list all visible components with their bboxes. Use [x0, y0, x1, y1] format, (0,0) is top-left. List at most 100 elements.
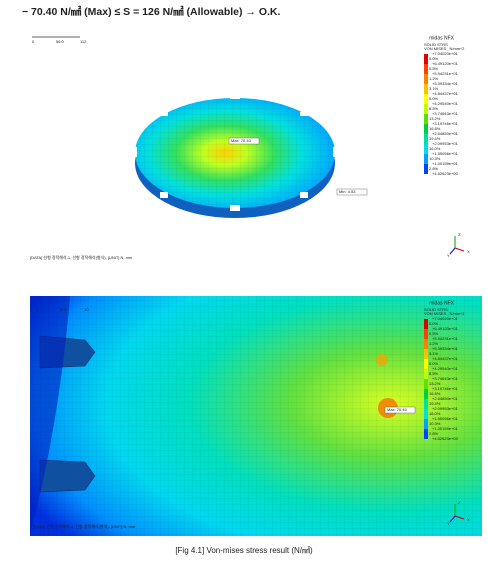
legend-value: +2.64850e+01 — [432, 396, 459, 401]
legend-percent: 19.4% — [429, 401, 441, 406]
axis-triad: X Y Z — [447, 232, 470, 258]
legend-swatch — [424, 154, 428, 164]
axis-y — [449, 247, 456, 255]
legend-value: +7.04020e+01 — [432, 316, 459, 321]
scale-label: 56.0 — [56, 39, 65, 44]
legend-percent: 19.4% — [429, 136, 441, 141]
legend-value: +1.55056e+01 — [432, 416, 459, 421]
legend-value: +3.19746e+01 — [432, 121, 459, 126]
figure-1: Max: 70.40 Min: 4.53 [DATA] 선형 정적해석-1, 선… — [25, 28, 480, 268]
legend-percent: 16.8% — [429, 126, 441, 131]
scale-label: 0 — [36, 307, 39, 312]
scale-labels: 0 5.0 10 — [36, 307, 89, 312]
legend-value: +4.29540e+01 — [432, 366, 459, 371]
legend-value: +2.09953e+01 — [432, 406, 459, 411]
legend-swatch — [424, 94, 428, 104]
legend-logo: midas NFX — [429, 35, 454, 41]
hotspot — [376, 354, 388, 366]
legend-percent: 10.3% — [429, 156, 441, 161]
legend-percent: 16.8% — [429, 391, 441, 396]
legend-subtitle: VON MISES , N/mm^2 — [424, 311, 465, 316]
field-mesh — [30, 296, 482, 536]
axis-x — [454, 247, 465, 252]
footer: [DATA] 선형 정적해석-1, 선형 정적해석(형식), [UNIT] N,… — [33, 523, 136, 529]
legend-swatch — [424, 319, 428, 329]
legend-swatch — [424, 64, 428, 74]
notches — [131, 95, 339, 211]
legend-swatch — [424, 389, 428, 399]
legend-swatch — [424, 409, 428, 419]
legend-percent: 1.2% — [429, 76, 439, 81]
axis-label: Y — [447, 521, 450, 526]
legend-value: +3.74643e+01 — [432, 111, 459, 116]
legend-swatch — [424, 84, 428, 94]
legend-swatch — [424, 134, 428, 144]
legend-value: +2.64850e+01 — [432, 131, 459, 136]
legend-percent: 5.0% — [429, 96, 439, 101]
legend-value: +5.94231e+01 — [432, 71, 459, 76]
scale-label: 112 — [80, 39, 87, 44]
legend-value: +5.39334e+01 — [432, 81, 459, 86]
legend-swatch — [424, 164, 428, 174]
legend-percent: 10.3% — [429, 421, 441, 426]
legend-swatch — [424, 329, 428, 339]
max-box — [384, 406, 416, 414]
legend-value: +3.74643e+01 — [432, 376, 459, 381]
axis-label: Y — [447, 253, 450, 258]
legend-value: +4.84437e+01 — [432, 91, 459, 96]
legend-value: +6.49120e+01 — [432, 61, 459, 66]
legend-swatch — [424, 419, 428, 429]
legend-swatch — [424, 349, 428, 359]
legend-percent: 0.5% — [429, 331, 439, 336]
legend-percent: 3.1% — [429, 351, 439, 356]
axis-label: Z — [458, 500, 461, 505]
legend-percent: 1.2% — [429, 341, 439, 346]
legend-value: +4.29540e+01 — [432, 101, 459, 106]
legend-value: +4.52623e+00 — [432, 171, 459, 176]
legend-value: +1.55056e+01 — [432, 151, 459, 156]
legend-percent: 16.0% — [429, 146, 441, 151]
legend-value: +3.19746e+01 — [432, 386, 459, 391]
legend-title: SOLID STRS — [424, 307, 448, 312]
axis-x — [454, 515, 465, 520]
legend-swatch — [424, 379, 428, 389]
axis-label: Z — [458, 232, 461, 237]
axis-y — [449, 515, 456, 523]
legend-percent: 2.8% — [429, 166, 439, 171]
scale-label: 5.0 — [60, 307, 66, 312]
legend-value: +4.84437e+01 — [432, 356, 459, 361]
legend-percent: 13.2% — [429, 381, 441, 386]
legend-swatch — [424, 359, 428, 369]
footer: [DATA] 선형 정적해석-1, 선형 정적해석(형식), [UNIT] N,… — [30, 254, 133, 260]
max-box — [228, 137, 260, 145]
legend-value: +2.09953e+01 — [432, 141, 459, 146]
legend-percent: 2.8% — [429, 431, 439, 436]
legend-percent: 13.2% — [429, 116, 441, 121]
legend-percent: 0.5% — [429, 66, 439, 71]
legend-swatch — [424, 124, 428, 134]
legend-swatch — [424, 114, 428, 124]
legend-value: +4.52623e+00 — [432, 436, 459, 441]
legend-value: +1.00159e+01 — [432, 161, 459, 166]
legend-swatch — [424, 369, 428, 379]
legend-value: +5.94231e+01 — [432, 336, 459, 341]
axis-label: X — [467, 517, 470, 522]
disc-mesh — [135, 98, 335, 208]
legend-swatch — [424, 399, 428, 409]
legend-percent: 8.5% — [429, 106, 439, 111]
max-label: Max: 70.40 — [231, 138, 252, 143]
legend-swatch — [424, 144, 428, 154]
legend-percent: 3.1% — [429, 86, 439, 91]
legend-value: +7.04020e+01 — [432, 51, 459, 56]
legend-swatch — [424, 429, 428, 439]
caption: [Fig 4.1] Von-mises stress result (N/㎟) — [175, 546, 313, 555]
legend-swatch — [424, 74, 428, 84]
header-text: − 70.40 N/㎟ (Max) ≤ S = 126 N/㎟ (Allowab… — [22, 5, 281, 18]
legend-percent: 0.0% — [429, 56, 439, 61]
legend-percent: 0.0% — [429, 321, 439, 326]
min-box — [336, 188, 368, 196]
scale-label: 10 — [84, 307, 89, 312]
legend-swatch — [424, 339, 428, 349]
legend-title: SOLID STRS — [424, 42, 448, 47]
